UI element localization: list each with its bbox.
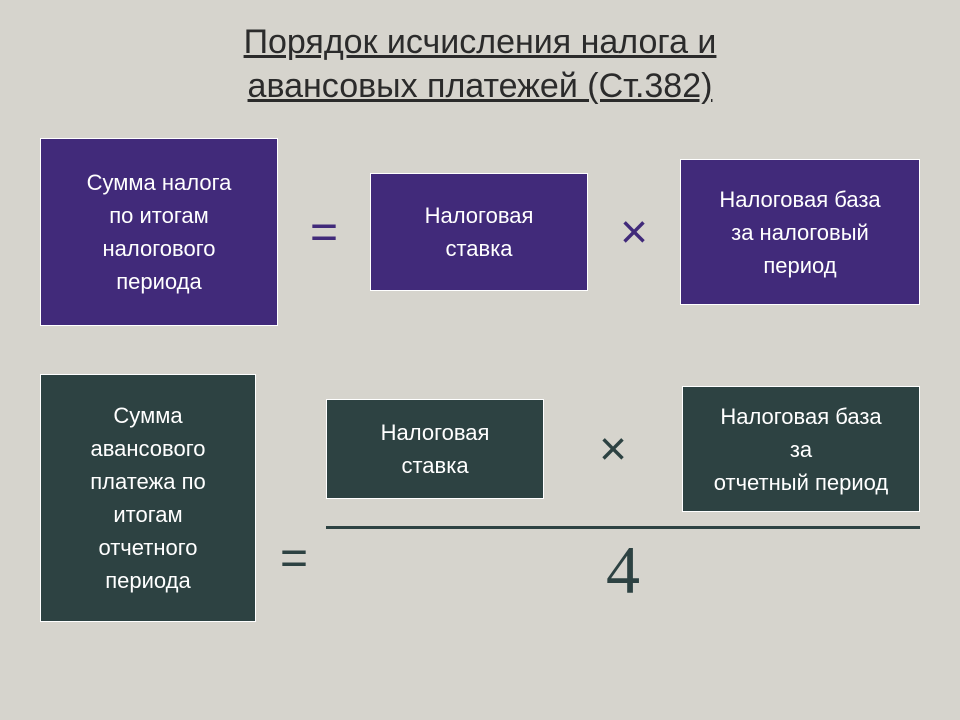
slide: Порядок исчисления налога и авансовых пл… (0, 0, 960, 720)
f1-rhs-l3: период (763, 253, 836, 278)
f2-fraction-bar (326, 526, 920, 529)
f1-multiply: × (620, 205, 648, 260)
title-line-2: авансовых платежей (Ст.382) (248, 67, 713, 105)
f2-rhs-l3: отчетный период (714, 470, 889, 495)
formula-2: Сумма авансового платежа по итогам отчет… (40, 374, 920, 622)
f1-rhs-l1: Налоговая база (719, 187, 880, 212)
f1-equals: = (310, 205, 338, 260)
f1-lhs-l4: периода (116, 269, 202, 294)
f2-fraction: Налоговая ставка × Налоговая база за отч… (326, 386, 920, 610)
f1-lhs-l1: Сумма налога (87, 170, 232, 195)
f2-multiply: × (599, 422, 627, 477)
f2-lhs-l3: платежа по (90, 469, 206, 494)
f2-numerator: Налоговая ставка × Налоговая база за отч… (326, 386, 920, 512)
f2-rhs-l1: Налоговая база (720, 404, 881, 429)
f2-mid-box: Налоговая ставка (326, 399, 544, 499)
f2-denominator: 4 (326, 531, 920, 610)
f1-mid-l2: ставка (445, 236, 512, 261)
f1-rhs-box: Налоговая база за налоговый период (680, 159, 920, 305)
formula-1: Сумма налога по итогам налогового период… (40, 138, 920, 326)
f1-mid-l1: Налоговая (425, 203, 534, 228)
title-line-1: Порядок исчисления налога и (244, 23, 717, 61)
f2-lhs-l1: Сумма (113, 403, 182, 428)
f2-mid-l1: Налоговая (381, 420, 490, 445)
f2-mid-l2: ставка (401, 453, 468, 478)
slide-title: Порядок исчисления налога и авансовых пл… (40, 20, 920, 108)
f2-rhs-box: Налоговая база за отчетный период (682, 386, 920, 512)
f1-lhs-l3: налогового (103, 236, 216, 261)
f2-lhs-l5: отчетного (98, 535, 197, 560)
f2-equals: = (280, 531, 308, 622)
f1-lhs-box: Сумма налога по итогам налогового период… (40, 138, 278, 326)
f2-lhs-l6: периода (105, 568, 191, 593)
f2-lhs-box: Сумма авансового платежа по итогам отчет… (40, 374, 256, 622)
f1-lhs-l2: по итогам (109, 203, 209, 228)
f2-lhs-l4: итогам (113, 502, 182, 527)
f1-mid-box: Налоговая ставка (370, 173, 588, 291)
f2-lhs-l2: авансового (90, 436, 205, 461)
f1-rhs-l2: за налоговый (731, 220, 869, 245)
f2-rhs-l2: за (790, 437, 812, 462)
